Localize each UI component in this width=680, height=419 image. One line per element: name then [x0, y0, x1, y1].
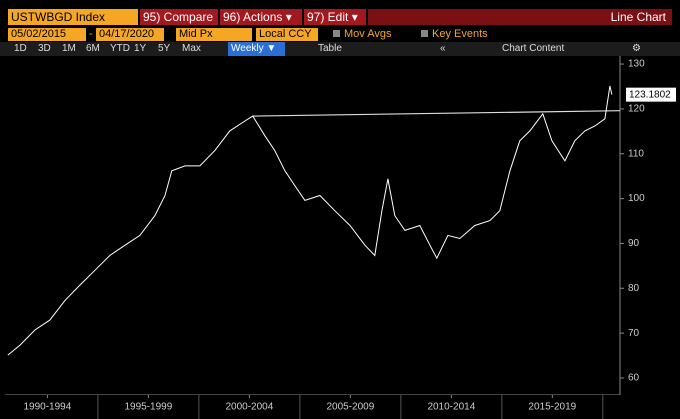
start-date[interactable]: 05/02/2015	[8, 28, 86, 41]
chart-content[interactable]: Chart Content	[502, 43, 565, 54]
range-bar	[0, 42, 680, 56]
y-tick-label: 60	[628, 373, 640, 384]
view-title: Line Chart	[368, 9, 672, 25]
edit-button[interactable]: 97) Edit ▾	[304, 9, 366, 25]
range-button[interactable]: YTD	[110, 43, 130, 54]
y-tick-label: 130	[628, 59, 645, 70]
date-dash: -	[89, 28, 93, 40]
range-button[interactable]: Max	[182, 43, 201, 54]
collapse-button[interactable]: «	[440, 43, 446, 54]
x-tick-label: 1990-1994	[23, 402, 71, 413]
x-tick-label: 2010-2014	[427, 402, 475, 413]
option-label: Key Events	[432, 28, 488, 40]
settings-gear[interactable]: ⚙	[632, 43, 641, 54]
y-tick-label: 70	[628, 328, 640, 339]
price-line	[7, 85, 613, 356]
field[interactable]: Mid Px	[176, 28, 252, 41]
x-tick-label: 1995-1999	[124, 402, 172, 413]
option[interactable]: Mov Avgs	[330, 28, 395, 41]
range-button[interactable]: 1Y	[134, 43, 147, 54]
range-button[interactable]: 5Y	[158, 43, 171, 54]
reference-line	[252, 110, 621, 117]
currency[interactable]: Local CCY	[256, 28, 318, 41]
x-axis-strip	[0, 395, 680, 419]
x-tick-label: 2015-2019	[528, 402, 576, 413]
option-label: Mov Avgs	[344, 28, 392, 40]
range-button[interactable]: 6M	[86, 43, 100, 54]
option[interactable]: Key Events	[418, 28, 491, 41]
table-button[interactable]: Table	[318, 43, 342, 54]
y-tick-label: 100	[628, 193, 645, 204]
x-tick-label: 2005-2009	[326, 402, 374, 413]
range-button[interactable]: 3D	[38, 43, 51, 54]
y-tick-label: 80	[628, 283, 640, 294]
range-button[interactable]: 1M	[62, 43, 76, 54]
y-tick-label: 90	[628, 238, 640, 249]
last-value-box	[626, 87, 676, 102]
y-tick-label: 110	[628, 148, 644, 159]
last-value-label: 123.1802	[629, 89, 671, 100]
ticker[interactable]: USTWBGD Index	[8, 9, 138, 25]
y-tick-label: 120	[628, 104, 645, 115]
frequency[interactable]: Weekly ▼	[228, 42, 285, 56]
range-button[interactable]: 1D	[14, 43, 27, 54]
actions-button[interactable]: 96) Actions ▾	[220, 9, 302, 25]
end-date[interactable]: 04/17/2020	[96, 28, 164, 41]
compare-button[interactable]: 95) Compare	[140, 9, 218, 25]
x-tick-label: 2000-2004	[225, 402, 273, 413]
